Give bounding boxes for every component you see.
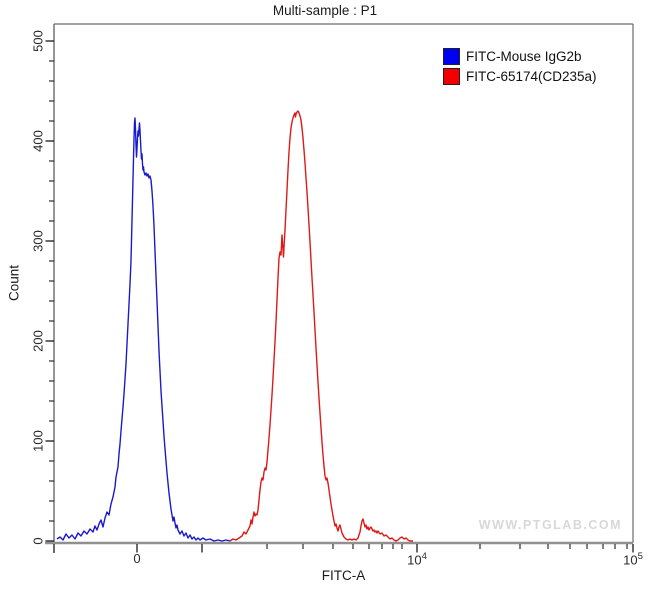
- x-tick-label: 105: [623, 551, 643, 568]
- x-tick-label: 0: [133, 551, 141, 566]
- y-tick-label: 400: [30, 130, 46, 152]
- x-axis-label: FITC-A: [321, 568, 366, 583]
- histogram-curve-blue-igg2b: [56, 117, 231, 542]
- y-tick-label: 0: [30, 537, 46, 545]
- histogram-curve-red-cd235a: [229, 110, 413, 542]
- chart-title: Multi-sample : P1: [272, 3, 378, 18]
- y-tick-label: 500: [30, 30, 46, 52]
- legend: FITC-Mouse IgG2b FITC-65174(CD235a): [443, 46, 597, 86]
- watermark: WWW.PTGLAB.COM: [478, 518, 622, 532]
- y-tick-label: 300: [30, 230, 46, 252]
- y-axis-label: Count: [6, 264, 22, 302]
- legend-item-cd235a: FITC-65174(CD235a): [443, 66, 597, 86]
- x-tick-label: 104: [407, 551, 427, 568]
- legend-label-cd235a: FITC-65174(CD235a): [466, 68, 597, 84]
- legend-label-igg2b: FITC-Mouse IgG2b: [466, 48, 582, 64]
- legend-item-igg2b: FITC-Mouse IgG2b: [443, 46, 597, 66]
- y-tick-label: 200: [30, 330, 46, 352]
- legend-swatch-blue: [443, 47, 460, 65]
- y-tick-label: 100: [30, 430, 46, 452]
- legend-swatch-red: [443, 67, 460, 85]
